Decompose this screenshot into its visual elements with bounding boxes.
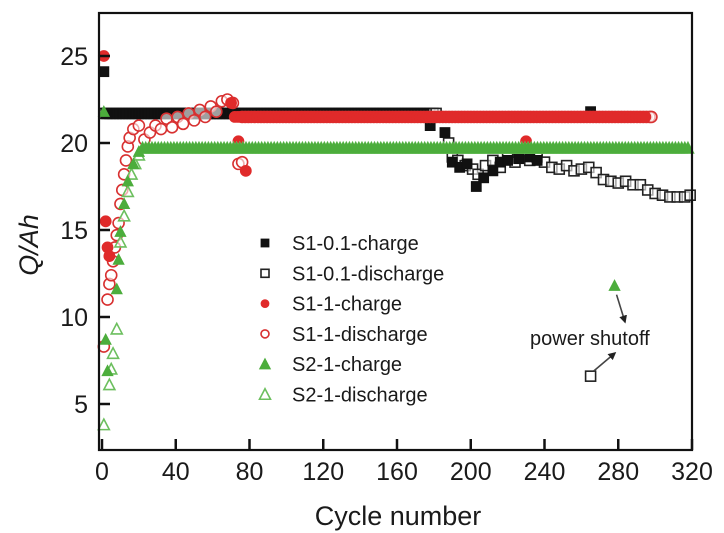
series-S1-1-charge — [97, 50, 652, 263]
data-point — [590, 166, 602, 179]
x-axis-title: Cycle number — [315, 501, 482, 531]
data-point — [187, 114, 201, 127]
legend-label: S2-1-charge — [292, 354, 402, 376]
legend-marker — [260, 268, 270, 279]
legend-marker — [260, 299, 270, 309]
x-tick-label: 80 — [236, 458, 264, 486]
x-axis: 0 40 80 120 160 200 240 280 320 — [95, 439, 713, 486]
data-point — [684, 189, 696, 201]
annotation-arrow — [593, 351, 617, 372]
data-point — [127, 157, 140, 170]
data-point — [97, 417, 111, 431]
y-tick-label: 25 — [60, 43, 88, 71]
legend-label: S1-1-charge — [292, 294, 402, 316]
legend-marker — [260, 329, 270, 339]
data-point — [99, 333, 112, 345]
legend-label: S2-1-discharge — [292, 385, 428, 407]
legend: S1-0.1-charge S1-0.1-discharge S1-1-charge… — [258, 233, 444, 407]
data-point — [121, 174, 134, 187]
x-tick-label: 40 — [162, 458, 190, 486]
data-point — [97, 105, 111, 117]
data-point — [103, 250, 116, 263]
data-point — [608, 279, 621, 291]
data-point — [106, 346, 120, 360]
data-point — [114, 225, 127, 237]
data-point — [198, 110, 212, 124]
legend-marker — [258, 357, 272, 370]
x-tick-label: 320 — [671, 458, 713, 486]
plot-frame — [97, 11, 694, 452]
data-point — [470, 181, 482, 192]
data-point — [165, 121, 179, 134]
data-point — [104, 268, 118, 282]
data-point — [439, 127, 451, 138]
data-point — [113, 234, 128, 248]
data-point — [461, 158, 473, 170]
legend-label: S1-1-discharge — [292, 324, 428, 346]
data-point — [112, 252, 125, 265]
data-point — [101, 293, 114, 306]
x-tick-label: 160 — [376, 458, 418, 486]
legend-marker — [258, 387, 272, 401]
data-point — [132, 145, 146, 157]
data-point — [176, 117, 190, 131]
annotation-power-shutoff: power shutoff — [530, 294, 650, 372]
data-point — [531, 154, 543, 166]
x-tick-label: 120 — [302, 458, 344, 486]
data-point — [639, 111, 652, 123]
data-point — [478, 172, 490, 184]
y-axis-title: Q/Ah — [14, 214, 44, 276]
x-tick-label: 200 — [450, 458, 492, 486]
data-point — [225, 97, 237, 109]
data-point — [110, 282, 123, 295]
data-point — [120, 184, 135, 198]
data-point — [487, 165, 499, 177]
data-point — [154, 122, 168, 136]
data-point — [117, 208, 131, 222]
data-point — [584, 370, 597, 382]
y-tick-label: 20 — [60, 130, 88, 158]
legend-label: S1-0.1-discharge — [292, 263, 444, 285]
data-point — [102, 377, 117, 391]
data-point — [513, 153, 525, 165]
legend-marker — [260, 238, 270, 248]
data-point — [210, 105, 223, 118]
data-point — [681, 141, 695, 154]
y-tick-label: 15 — [60, 217, 88, 245]
x-tick-label: 0 — [95, 458, 109, 486]
data-point — [98, 66, 110, 78]
data-point — [132, 119, 146, 132]
data-point — [119, 154, 133, 167]
legend-label: S1-0.1-charge — [292, 233, 419, 255]
plot-marks — [97, 50, 696, 431]
x-tick-label: 280 — [597, 458, 639, 486]
y-tick-label: 10 — [60, 304, 88, 332]
data-point — [502, 154, 514, 166]
data-point — [99, 215, 112, 228]
y-tick-label: 5 — [74, 391, 88, 419]
annotation-text: power shutoff — [530, 328, 650, 350]
series-S2-1-charge — [97, 105, 695, 377]
y-axis: 5 10 15 20 25 — [60, 43, 110, 419]
data-point — [117, 197, 131, 210]
x-tick-label: 240 — [524, 458, 566, 486]
annotation-arrow — [615, 294, 627, 324]
data-point — [101, 364, 114, 377]
data-point — [124, 166, 139, 180]
data-point — [109, 321, 124, 335]
data-point — [239, 164, 252, 177]
